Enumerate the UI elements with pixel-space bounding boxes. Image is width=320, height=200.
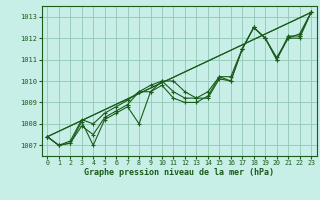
X-axis label: Graphe pression niveau de la mer (hPa): Graphe pression niveau de la mer (hPa) — [84, 168, 274, 177]
